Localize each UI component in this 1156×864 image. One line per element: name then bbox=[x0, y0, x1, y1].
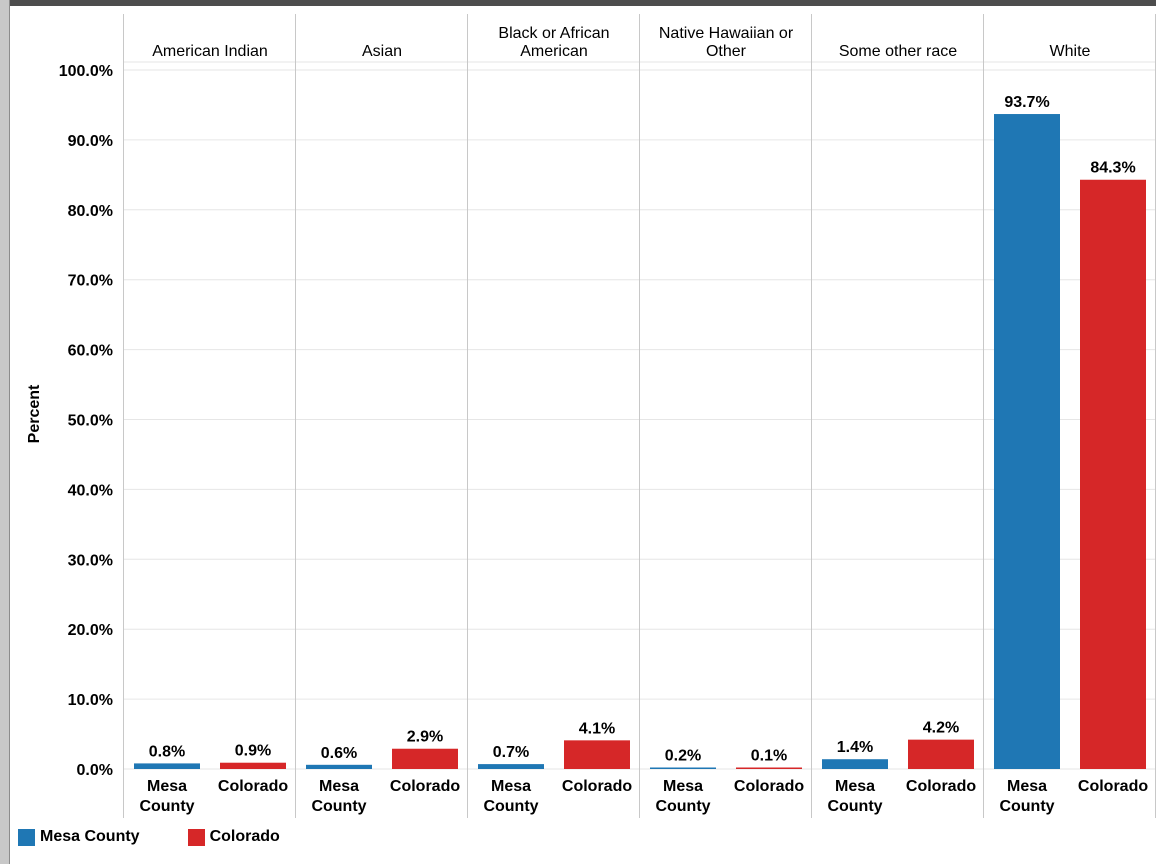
value-label: 4.2% bbox=[923, 720, 959, 737]
window-left-border bbox=[0, 0, 10, 864]
legend-item-colorado[interactable]: Colorado bbox=[187, 828, 280, 846]
bar-mesa-county bbox=[994, 114, 1060, 770]
value-label: 0.2% bbox=[665, 748, 701, 765]
bar-colorado bbox=[736, 767, 802, 769]
y-tick-label: 50.0% bbox=[68, 413, 113, 430]
category-label: Black or African bbox=[498, 25, 609, 42]
x-tick-label: County bbox=[311, 798, 366, 815]
value-label: 0.1% bbox=[751, 748, 787, 765]
category-label: Asian bbox=[362, 43, 402, 60]
legend-item-mesa-county[interactable]: Mesa County bbox=[18, 828, 140, 846]
value-label: 0.6% bbox=[321, 745, 357, 762]
legend: Mesa County Colorado bbox=[18, 826, 328, 848]
value-label: 0.9% bbox=[235, 743, 271, 760]
y-tick-label: 90.0% bbox=[68, 133, 113, 150]
value-label: 4.1% bbox=[579, 720, 615, 737]
category-label: Native Hawaiian or bbox=[659, 25, 794, 42]
legend-label-colorado: Colorado bbox=[209, 828, 280, 845]
y-tick-label: 100.0% bbox=[59, 63, 113, 80]
x-tick-label: County bbox=[827, 798, 882, 815]
x-tick-label: Colorado bbox=[734, 778, 804, 795]
x-tick-label: Mesa bbox=[319, 778, 359, 795]
bar-colorado bbox=[392, 748, 458, 769]
x-tick-label: Colorado bbox=[562, 778, 632, 795]
bar-colorado bbox=[908, 739, 974, 769]
bar-mesa-county bbox=[134, 763, 200, 769]
category-label: Other bbox=[706, 43, 747, 60]
value-label: 0.8% bbox=[149, 743, 185, 760]
category-label: White bbox=[1050, 43, 1091, 60]
x-tick-label: Mesa bbox=[835, 778, 875, 795]
x-tick-label: Mesa bbox=[491, 778, 531, 795]
legend-label-mesa-county: Mesa County bbox=[40, 828, 140, 845]
bar-mesa-county bbox=[306, 764, 372, 769]
y-tick-label: 0.0% bbox=[77, 762, 113, 779]
y-tick-label: 30.0% bbox=[68, 552, 113, 569]
bar-mesa-county bbox=[650, 767, 716, 769]
x-tick-label: Mesa bbox=[663, 778, 703, 795]
y-tick-label: 40.0% bbox=[68, 482, 113, 499]
value-label: 2.9% bbox=[407, 729, 443, 746]
legend-swatch-colorado bbox=[187, 828, 205, 846]
value-label: 1.4% bbox=[837, 739, 873, 756]
bar-colorado bbox=[1080, 179, 1146, 770]
x-tick-label: Mesa bbox=[147, 778, 187, 795]
bar-colorado bbox=[564, 740, 630, 769]
x-tick-label: Colorado bbox=[906, 778, 976, 795]
category-label: American Indian bbox=[152, 43, 268, 60]
x-tick-label: Mesa bbox=[1007, 778, 1047, 795]
bar-mesa-county bbox=[478, 764, 544, 769]
value-label: 93.7% bbox=[1004, 94, 1049, 111]
y-tick-label: 80.0% bbox=[68, 203, 113, 220]
x-tick-label: Colorado bbox=[390, 778, 460, 795]
y-tick-label: 70.0% bbox=[68, 273, 113, 290]
category-label: American bbox=[520, 43, 588, 60]
category-label: Some other race bbox=[839, 43, 957, 60]
bar-mesa-county bbox=[822, 759, 888, 769]
x-tick-label: County bbox=[655, 798, 710, 815]
x-tick-label: Colorado bbox=[218, 778, 288, 795]
x-tick-label: County bbox=[139, 798, 194, 815]
window-top-border bbox=[0, 0, 1156, 6]
y-tick-label: 10.0% bbox=[68, 692, 113, 709]
y-tick-label: 60.0% bbox=[68, 343, 113, 360]
value-label: 84.3% bbox=[1090, 160, 1135, 177]
bar-colorado bbox=[220, 762, 286, 769]
x-tick-label: County bbox=[483, 798, 538, 815]
value-label: 0.7% bbox=[493, 744, 529, 761]
x-tick-label: County bbox=[999, 798, 1054, 815]
y-tick-label: 20.0% bbox=[68, 622, 113, 639]
x-tick-label: Colorado bbox=[1078, 778, 1148, 795]
legend-swatch-mesa-county bbox=[18, 828, 35, 846]
y-axis-title: Percent bbox=[26, 384, 43, 443]
